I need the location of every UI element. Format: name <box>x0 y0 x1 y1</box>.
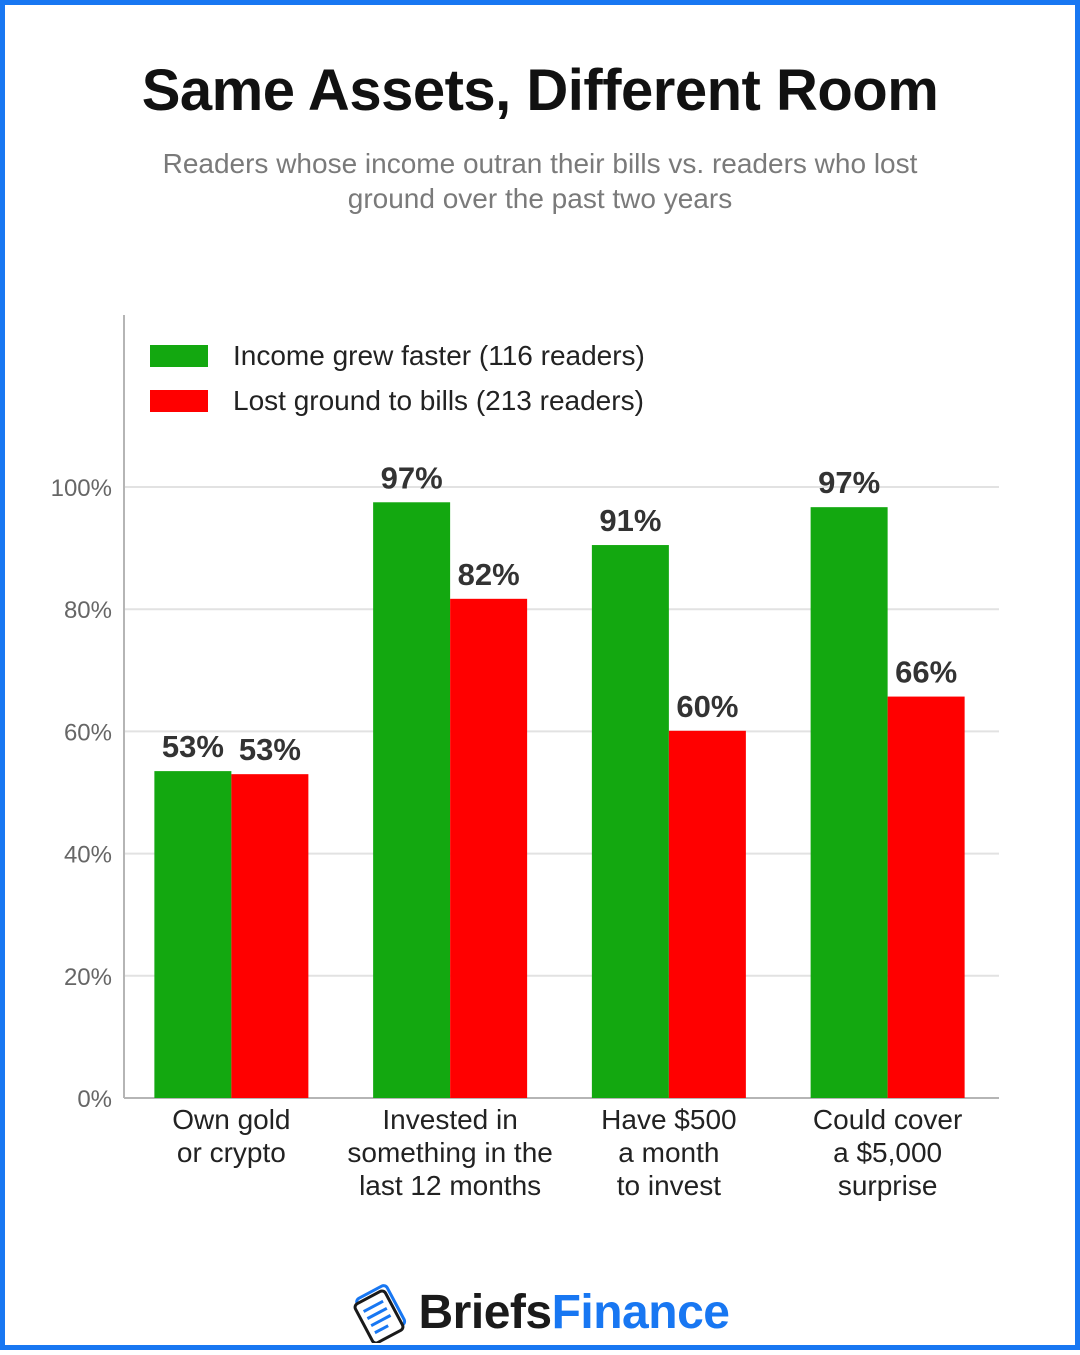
legend-label: Lost ground to bills (213 readers) <box>233 385 644 416</box>
bar-income-grew <box>154 771 232 1098</box>
y-tick-label: 40% <box>64 842 112 869</box>
data-label: 53% <box>162 729 224 764</box>
x-category-label: Invested in <box>382 1104 517 1135</box>
x-category-label: a $5,000 <box>833 1137 942 1168</box>
x-category-label: surprise <box>838 1170 938 1201</box>
x-category-label: something in the <box>347 1137 552 1168</box>
data-label: 97% <box>381 460 443 495</box>
brand-name-part2: Finance <box>551 1285 730 1339</box>
chart-subtitle: Readers whose income outran their bills … <box>162 148 918 214</box>
bar-lost-ground <box>668 730 746 1098</box>
bar-lost-ground <box>450 598 528 1098</box>
x-category-label: a month <box>618 1137 719 1168</box>
bar-lost-ground <box>887 696 965 1098</box>
data-label: 66% <box>895 655 957 690</box>
data-label: 97% <box>818 465 880 500</box>
x-category-label: Own gold <box>172 1104 290 1135</box>
data-label: 53% <box>239 732 301 767</box>
x-category-label: Could cover <box>813 1104 962 1135</box>
bar-lost-ground <box>231 774 309 1098</box>
data-label: 60% <box>676 689 738 724</box>
x-category-label: last 12 months <box>359 1170 541 1201</box>
data-label: 91% <box>599 503 661 538</box>
bar-income-grew <box>373 502 451 1098</box>
y-tick-label: 100% <box>51 475 112 502</box>
x-category-label: Have $500 <box>601 1104 736 1135</box>
chart-title: Same Assets, Different Room <box>141 58 939 123</box>
legend-swatch <box>150 345 208 367</box>
y-tick-label: 60% <box>64 719 112 746</box>
x-category-label: or crypto <box>177 1137 286 1168</box>
brand-name-part1: Briefs <box>418 1285 553 1339</box>
document-stack-logo-icon <box>353 1284 406 1343</box>
brand-name: BriefsFinance <box>419 1285 730 1340</box>
y-tick-label: 80% <box>64 597 112 624</box>
bar-income-grew <box>810 507 888 1099</box>
data-label: 82% <box>458 557 520 592</box>
bar-income-grew <box>591 545 669 1098</box>
x-category-label: to invest <box>617 1170 721 1201</box>
legend-swatch <box>150 390 208 412</box>
legend-label: Income grew faster (116 readers) <box>233 340 645 371</box>
brand-footer: BriefsFinance <box>5 1281 1075 1343</box>
y-tick-label: 0% <box>77 1086 112 1113</box>
y-tick-label: 20% <box>64 964 112 991</box>
